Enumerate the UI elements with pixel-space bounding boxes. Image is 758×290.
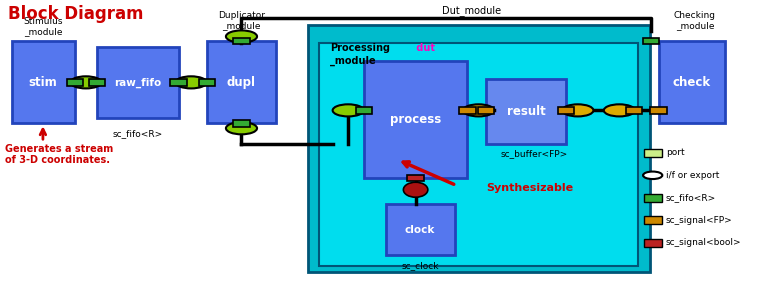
Text: port: port <box>666 148 684 157</box>
FancyBboxPatch shape <box>486 79 566 144</box>
Text: Checking
_module: Checking _module <box>674 11 716 30</box>
FancyBboxPatch shape <box>67 79 83 86</box>
FancyBboxPatch shape <box>233 38 249 44</box>
Circle shape <box>176 76 207 88</box>
Text: sc_signal<bool>: sc_signal<bool> <box>666 238 741 247</box>
FancyBboxPatch shape <box>171 79 186 86</box>
Text: stim: stim <box>29 76 58 89</box>
Text: Generates a stream
of 3-D coordinates.: Generates a stream of 3-D coordinates. <box>5 144 114 165</box>
Ellipse shape <box>403 182 428 197</box>
Text: sc_buffer<FP>: sc_buffer<FP> <box>500 149 568 158</box>
FancyBboxPatch shape <box>644 239 662 247</box>
Text: raw_fifo: raw_fifo <box>114 77 161 88</box>
Text: Processing: Processing <box>330 44 390 53</box>
FancyBboxPatch shape <box>408 175 424 181</box>
Text: sc_signal<FP>: sc_signal<FP> <box>666 216 733 225</box>
FancyBboxPatch shape <box>319 43 638 266</box>
FancyBboxPatch shape <box>459 107 475 114</box>
FancyBboxPatch shape <box>207 41 276 123</box>
FancyBboxPatch shape <box>386 204 455 255</box>
FancyBboxPatch shape <box>650 107 667 114</box>
FancyBboxPatch shape <box>309 25 650 272</box>
Text: check: check <box>673 76 711 89</box>
Text: sc_fifo<R>: sc_fifo<R> <box>666 193 716 202</box>
FancyBboxPatch shape <box>644 149 662 157</box>
FancyBboxPatch shape <box>89 79 105 86</box>
FancyBboxPatch shape <box>233 120 249 126</box>
FancyBboxPatch shape <box>558 107 574 114</box>
Text: Synthesizable: Synthesizable <box>486 183 573 193</box>
FancyBboxPatch shape <box>644 194 662 202</box>
Circle shape <box>333 104 364 116</box>
Circle shape <box>463 104 494 116</box>
Text: sc_clock: sc_clock <box>401 261 439 270</box>
Circle shape <box>226 30 257 43</box>
FancyBboxPatch shape <box>12 41 75 123</box>
Text: result: result <box>506 105 545 118</box>
Text: dut: dut <box>412 44 434 53</box>
FancyBboxPatch shape <box>659 41 725 123</box>
FancyBboxPatch shape <box>364 61 468 178</box>
Text: Stimulus
_module: Stimulus _module <box>23 17 63 36</box>
Text: Dut_module: Dut_module <box>442 5 501 16</box>
FancyBboxPatch shape <box>97 47 179 117</box>
Circle shape <box>562 104 594 116</box>
Circle shape <box>643 172 662 179</box>
Text: Duplicator
_module: Duplicator _module <box>218 11 265 30</box>
FancyBboxPatch shape <box>356 107 372 114</box>
Circle shape <box>226 122 257 134</box>
FancyBboxPatch shape <box>643 38 659 44</box>
FancyBboxPatch shape <box>644 216 662 224</box>
FancyBboxPatch shape <box>626 107 642 114</box>
FancyBboxPatch shape <box>478 107 494 114</box>
Text: sc_fifo<R>: sc_fifo<R> <box>113 129 163 138</box>
FancyBboxPatch shape <box>199 79 215 86</box>
Text: clock: clock <box>405 224 435 235</box>
Text: dupl: dupl <box>227 76 256 89</box>
Text: process: process <box>390 113 441 126</box>
Text: _module: _module <box>330 55 376 66</box>
Circle shape <box>70 76 102 88</box>
Circle shape <box>604 104 635 116</box>
Text: Block Diagram: Block Diagram <box>8 5 143 23</box>
Text: i/f or export: i/f or export <box>666 171 719 180</box>
